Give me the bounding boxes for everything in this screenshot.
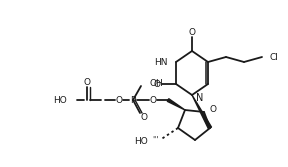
Text: OH: OH — [150, 78, 164, 88]
Text: P: P — [130, 96, 136, 105]
Text: O: O — [84, 77, 90, 87]
Text: O: O — [189, 28, 196, 37]
Text: O: O — [149, 96, 156, 105]
Polygon shape — [192, 95, 212, 129]
Text: HN: HN — [154, 57, 168, 66]
Text: O: O — [115, 96, 122, 105]
Text: O: O — [154, 79, 160, 89]
Text: HO: HO — [53, 96, 67, 105]
Polygon shape — [167, 99, 185, 110]
Text: O: O — [141, 113, 147, 122]
Text: ''': ''' — [152, 135, 158, 144]
Text: O: O — [209, 105, 216, 114]
Text: Cl: Cl — [270, 52, 279, 61]
Text: N: N — [196, 93, 203, 103]
Text: HO: HO — [134, 137, 148, 146]
